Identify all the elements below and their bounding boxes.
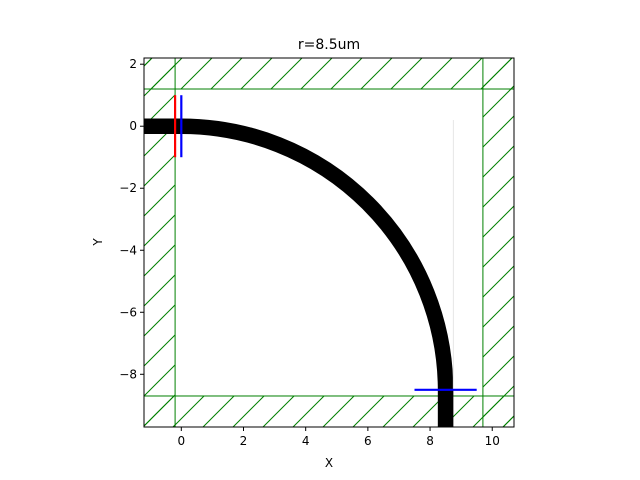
y-axis: 2 0 −2 −4 −6 −8: [119, 57, 144, 381]
x-tick-label: 4: [302, 434, 310, 448]
x-axis: 0 2 4 6 8 10: [177, 427, 500, 448]
chart-title: r=8.5um: [298, 37, 360, 53]
y-tick-label: −2: [119, 181, 137, 195]
pml-region-left: [144, 58, 176, 427]
pml-region-top: [144, 58, 514, 90]
plot-area: [144, 58, 514, 427]
waveguide-bend: [181, 118, 454, 390]
y-tick-label: 0: [129, 119, 137, 133]
pml-region-right: [482, 58, 514, 427]
x-tick-label: 6: [364, 434, 372, 448]
waveguide-layer: [144, 118, 454, 427]
x-tick-label: 8: [426, 434, 434, 448]
y-tick-label: −8: [119, 367, 137, 381]
y-tick-label: −4: [119, 243, 137, 257]
pml-layer: [144, 58, 514, 427]
x-axis-label: X: [325, 456, 333, 470]
x-tick-label: 0: [177, 434, 185, 448]
monitor-layer: [173, 95, 477, 391]
x-tick-label: 2: [240, 434, 248, 448]
y-tick-label: 2: [129, 57, 137, 71]
y-axis-label: Y: [91, 238, 105, 247]
y-tick-label: −6: [119, 305, 137, 319]
axes-frame: [143, 57, 515, 428]
pml-region-bottom: [144, 395, 514, 427]
x-tick-label: 10: [485, 434, 500, 448]
